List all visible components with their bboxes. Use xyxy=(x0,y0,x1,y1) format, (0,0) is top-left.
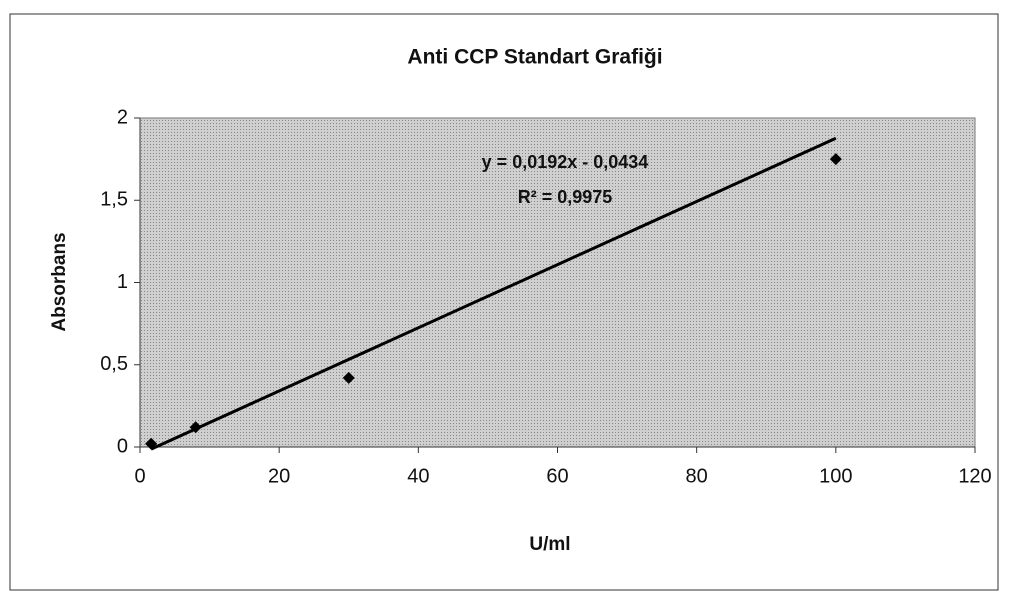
y-axis-title: Absorbans xyxy=(49,232,70,331)
y-tick-label: 2 xyxy=(117,106,128,128)
point xyxy=(189,421,202,434)
x-tick-label: 120 xyxy=(958,465,991,487)
x-tick-label: 0 xyxy=(134,465,145,487)
point xyxy=(145,437,158,450)
trendline xyxy=(150,136,837,451)
x-tick-label: 80 xyxy=(686,465,708,487)
x-tick-label: 20 xyxy=(268,465,290,487)
trend-equation: y = 0,0192x - 0,0434 xyxy=(482,152,649,172)
point xyxy=(829,153,842,166)
point xyxy=(342,371,355,384)
x-tick-label: 40 xyxy=(407,465,429,487)
r-squared: R² = 0,9975 xyxy=(518,187,613,207)
x-tick-label: 100 xyxy=(819,465,852,487)
x-axis-title: U/ml xyxy=(529,534,570,555)
x-tick-label: 60 xyxy=(546,465,568,487)
y-tick-label: 0 xyxy=(117,435,128,457)
y-tick-label: 1 xyxy=(117,271,128,293)
chart-title: Anti CCP Standart Grafiği xyxy=(407,46,662,69)
y-tick-label: 1,5 xyxy=(100,189,128,211)
y-tick-label: 0,5 xyxy=(100,353,128,375)
